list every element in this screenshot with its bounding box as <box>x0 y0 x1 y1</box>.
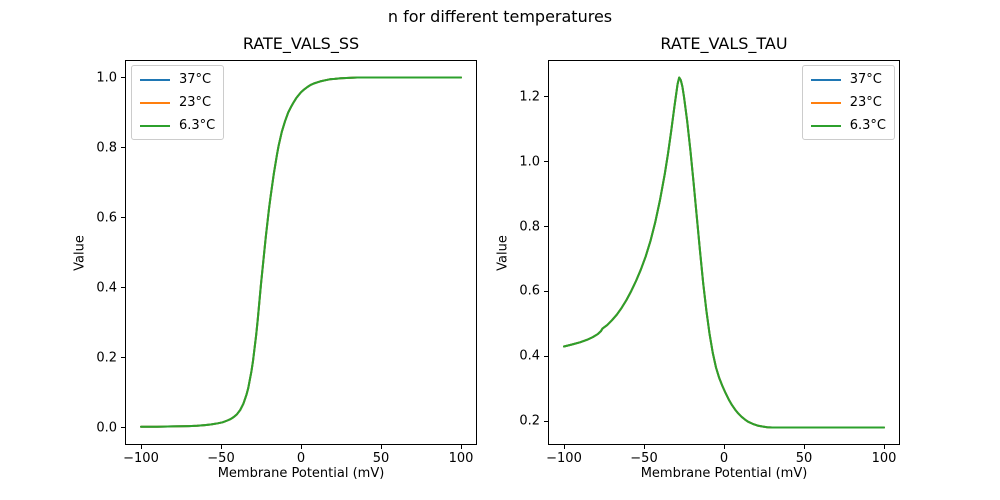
legend-line-sample <box>140 78 170 81</box>
y-tick-label: 0.2 <box>96 350 117 365</box>
legend-entry-label: 6.3°C <box>849 118 886 133</box>
x-tick-mark <box>220 445 222 449</box>
subplot-rate-vals-ss: RATE_VALS_SS −100 −50 0 50 100 0.0 0.2 0.4 0.6 0.… <box>73 34 477 481</box>
legend-entry: 23°C <box>140 93 215 112</box>
legend-entry-label: 23°C <box>849 95 882 110</box>
subplot-title: RATE_VALS_TAU <box>660 34 788 53</box>
legend-entry: 23°C <box>810 93 886 112</box>
legend-entry: 6.3°C <box>810 116 886 135</box>
x-tick-mark <box>723 445 725 449</box>
curve-canvas <box>563 76 885 429</box>
x-tick-label: −50 <box>207 451 235 466</box>
y-tick-label: 0.8 <box>96 140 117 155</box>
x-tick-label: 50 <box>372 451 390 466</box>
y-tick-label: 0.6 <box>96 210 117 225</box>
legend-line-sample <box>810 124 841 127</box>
legend-entry-label: 37°C <box>849 72 882 87</box>
x-tick-mark <box>300 445 302 449</box>
legend-entry: 37°C <box>810 70 886 89</box>
x-tick-label: −100 <box>546 451 582 466</box>
x-axis-label: Membrane Potential (mV) <box>217 466 385 481</box>
x-tick-label: 0 <box>296 451 306 466</box>
y-axis-label: Value <box>72 234 88 271</box>
legend-line-sample <box>140 124 170 127</box>
x-tick-mark <box>883 445 885 449</box>
y-axis-label: Value <box>495 234 511 271</box>
axes-frame <box>125 60 477 445</box>
x-tick-label: −50 <box>630 451 658 466</box>
subplot-title: RATE_VALS_SS <box>242 34 360 53</box>
axes-frame <box>548 60 900 445</box>
y-tick-label: 0.8 <box>519 219 540 235</box>
y-tick-label: 1.2 <box>519 89 540 105</box>
legend-line-sample <box>810 101 841 104</box>
x-tick-label: 50 <box>795 451 813 466</box>
x-tick-mark <box>460 445 462 449</box>
legend-entry: 37°C <box>140 70 215 89</box>
legend: 37°C 23°C 6.3°C <box>801 65 895 140</box>
y-tick-label: 1.0 <box>519 154 540 170</box>
figure-suptitle: n for different temperatures <box>387 7 613 26</box>
curve-canvas <box>140 76 462 428</box>
x-tick-label: 100 <box>871 451 897 466</box>
y-tick-label: 0.2 <box>519 413 540 429</box>
y-tick-label: 0.4 <box>519 348 540 364</box>
x-tick-mark <box>380 445 382 449</box>
y-tick-label: 0.4 <box>96 280 117 295</box>
y-tick-label: 0.6 <box>519 283 540 299</box>
x-tick-mark <box>563 445 565 449</box>
subplot-rate-vals-tau: RATE_VALS_TAU −100 −50 0 50 100 0.2 0.4 0.6 0.8 1… <box>496 34 900 481</box>
x-tick-mark <box>643 445 645 449</box>
x-tick-label: 0 <box>719 451 729 466</box>
x-tick-mark <box>803 445 805 449</box>
curve-6.3°C <box>140 76 462 428</box>
legend-entry-label: 23°C <box>179 95 212 110</box>
legend-entry-label: 6.3°C <box>179 118 216 133</box>
y-tick-label: 1.0 <box>96 70 117 85</box>
x-tick-label: 100 <box>448 451 474 466</box>
curve-6.3°C <box>563 76 885 429</box>
legend: 37°C 23°C 6.3°C <box>131 65 225 140</box>
legend-entry: 6.3°C <box>140 116 215 135</box>
x-axis-label: Membrane Potential (mV) <box>640 466 808 481</box>
x-tick-label: −100 <box>123 451 159 466</box>
legend-line-sample <box>810 78 841 81</box>
y-tick-label: 0.0 <box>96 420 117 435</box>
legend-entry-label: 37°C <box>179 72 212 87</box>
legend-line-sample <box>140 101 170 104</box>
x-tick-mark <box>140 445 142 449</box>
